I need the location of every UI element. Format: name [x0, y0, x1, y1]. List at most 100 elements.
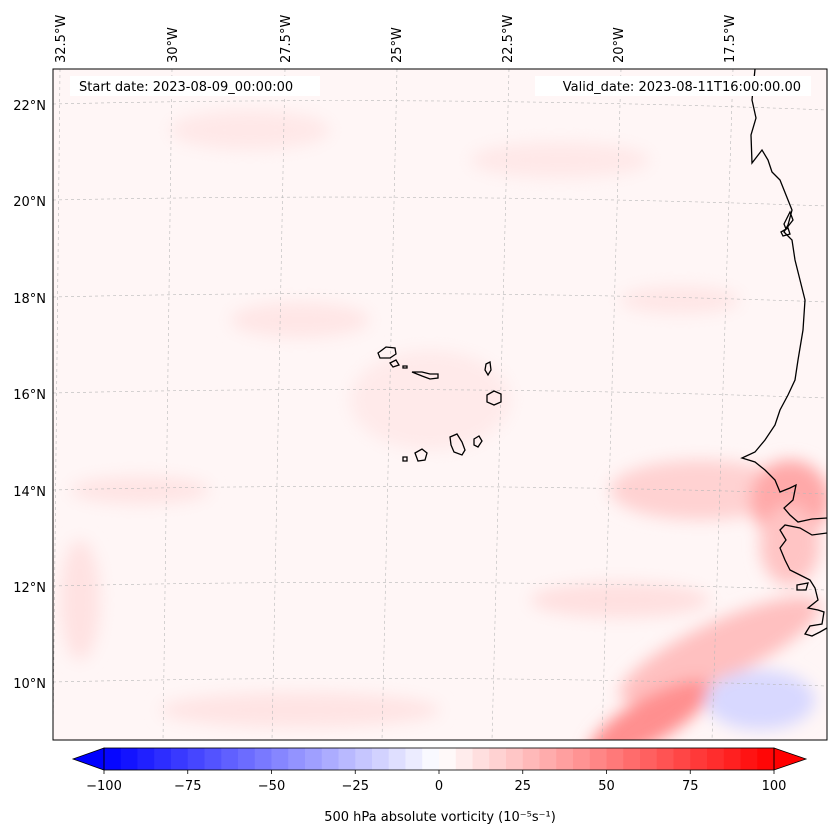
colorbar-cell — [271, 748, 289, 770]
colorbar: −100 −75 −50 −25 0 25 50 75 100 500 hPa absolute… — [71, 747, 808, 825]
vorticity-patch — [230, 302, 370, 338]
vorticity-patch — [470, 142, 650, 178]
lon-label: 32.5°W — [54, 15, 69, 63]
colorbar-cell — [539, 748, 557, 770]
colorbar-tick-label: 100 — [762, 779, 787, 794]
longitude-labels: 32.5°W 30°W 27.5°W 25°W 22.5°W 20°W 17.5… — [54, 15, 738, 63]
coastline-inlet — [796, 582, 809, 591]
colorbar-cell — [489, 748, 507, 770]
lat-label: 16°N — [13, 388, 46, 403]
lon-label: 22.5°W — [501, 15, 516, 63]
colorbar-cell — [171, 748, 189, 770]
colorbar-cell — [388, 748, 406, 770]
vorticity-patch — [530, 582, 710, 618]
island-sao-vicente — [389, 359, 400, 368]
graticule — [53, 69, 827, 740]
colorbar-cell — [405, 748, 423, 770]
colorbar-tick-label: −75 — [174, 779, 201, 794]
lon-label: 25°W — [390, 27, 405, 63]
lat-label: 14°N — [13, 485, 46, 500]
colorbar-cell — [120, 748, 138, 770]
colorbar-label: 500 hPa absolute vorticity (10⁻⁵s⁻¹) — [324, 810, 556, 825]
colorbar-tick-label: 50 — [598, 779, 615, 794]
valid-date-label: Valid_date: 2023-08-11T16:00:00.00 — [563, 80, 801, 95]
coastline-inlet — [783, 210, 794, 231]
vorticity-patch — [705, 670, 815, 730]
colorbar-cell — [439, 748, 457, 770]
colorbar-cells — [104, 748, 775, 770]
island-sal — [484, 361, 492, 377]
coastline-inlet — [780, 227, 791, 237]
vorticity-patch — [760, 505, 820, 585]
colorbar-cell — [656, 748, 674, 770]
lat-label: 18°N — [13, 292, 46, 307]
colorbar-cell — [556, 748, 574, 770]
colorbar-cell — [422, 748, 440, 770]
cape-verde-islands — [377, 346, 502, 462]
coastline-west-africa — [740, 69, 827, 637]
lon-label: 30°W — [166, 27, 181, 63]
colorbar-extend-high — [773, 747, 808, 771]
island-boa-vista — [486, 390, 502, 406]
lat-label: 12°N — [13, 581, 46, 596]
colorbar-cell — [623, 748, 641, 770]
colorbar-cell — [606, 748, 624, 770]
colorbar-cell — [506, 748, 524, 770]
colorbar-cell — [104, 748, 122, 770]
colorbar-cell — [355, 748, 373, 770]
colorbar-extend-low — [71, 747, 105, 771]
map-frame — [52, 68, 828, 741]
island-santiago — [449, 433, 466, 456]
vorticity-patch — [619, 597, 821, 703]
vorticity-patch — [70, 476, 210, 504]
colorbar-cell — [573, 748, 591, 770]
colorbar-tick-label: −50 — [258, 779, 285, 794]
vorticity-patch — [610, 460, 790, 520]
colorbar-cell — [740, 748, 758, 770]
island-santa-luzia — [402, 365, 408, 369]
start-date-label: Start date: 2023-08-09_00:00:00 — [79, 80, 293, 95]
map-panel: Start date: 2023-08-09_00:00:00 Valid_da… — [53, 69, 827, 740]
colorbar-cell — [640, 748, 658, 770]
colorbar-cell — [238, 748, 256, 770]
latitude-labels: 22°N 20°N 18°N 16°N 14°N 12°N 10°N — [13, 99, 46, 692]
coastline — [740, 69, 827, 637]
colorbar-cell — [204, 748, 222, 770]
colorbar-cell — [305, 748, 323, 770]
colorbar-cell — [288, 748, 306, 770]
colorbar-cell — [254, 748, 272, 770]
island-santo-antao — [377, 346, 397, 359]
colorbar-cell — [757, 748, 775, 770]
colorbar-tick-label: −25 — [342, 779, 369, 794]
colorbar-cell — [673, 748, 691, 770]
vorticity-patch — [170, 110, 330, 150]
colorbar-tick-label: −100 — [86, 779, 122, 794]
colorbar-cell — [522, 748, 540, 770]
lat-label: 20°N — [13, 195, 46, 210]
lat-label: 10°N — [13, 677, 46, 692]
lon-label: 17.5°W — [723, 15, 738, 63]
colorbar-cell — [472, 748, 490, 770]
island-sao-nicolau — [411, 371, 439, 380]
valid-date-banner — [535, 76, 811, 96]
lat-label: 22°N — [13, 99, 46, 114]
colorbar-cell — [221, 748, 239, 770]
colorbar-cell — [187, 748, 205, 770]
colorbar-cell — [338, 748, 356, 770]
colorbar-cell — [455, 748, 473, 770]
colorbar-cell — [372, 748, 390, 770]
lon-label: 20°W — [612, 27, 627, 63]
colorbar-cell — [137, 748, 155, 770]
island-maio — [473, 435, 483, 448]
vorticity-patch — [160, 692, 440, 728]
vorticity-patch — [60, 540, 100, 660]
colorbar-ticks: −100 −75 −50 −25 0 25 50 75 100 — [86, 770, 786, 794]
lon-label: 27.5°W — [279, 15, 294, 63]
colorbar-tick-label: 25 — [514, 779, 531, 794]
colorbar-tick-label: 0 — [435, 779, 443, 794]
colorbar-cell — [723, 748, 741, 770]
colorbar-cell — [154, 748, 172, 770]
colorbar-cell — [321, 748, 339, 770]
colorbar-cell — [707, 748, 725, 770]
